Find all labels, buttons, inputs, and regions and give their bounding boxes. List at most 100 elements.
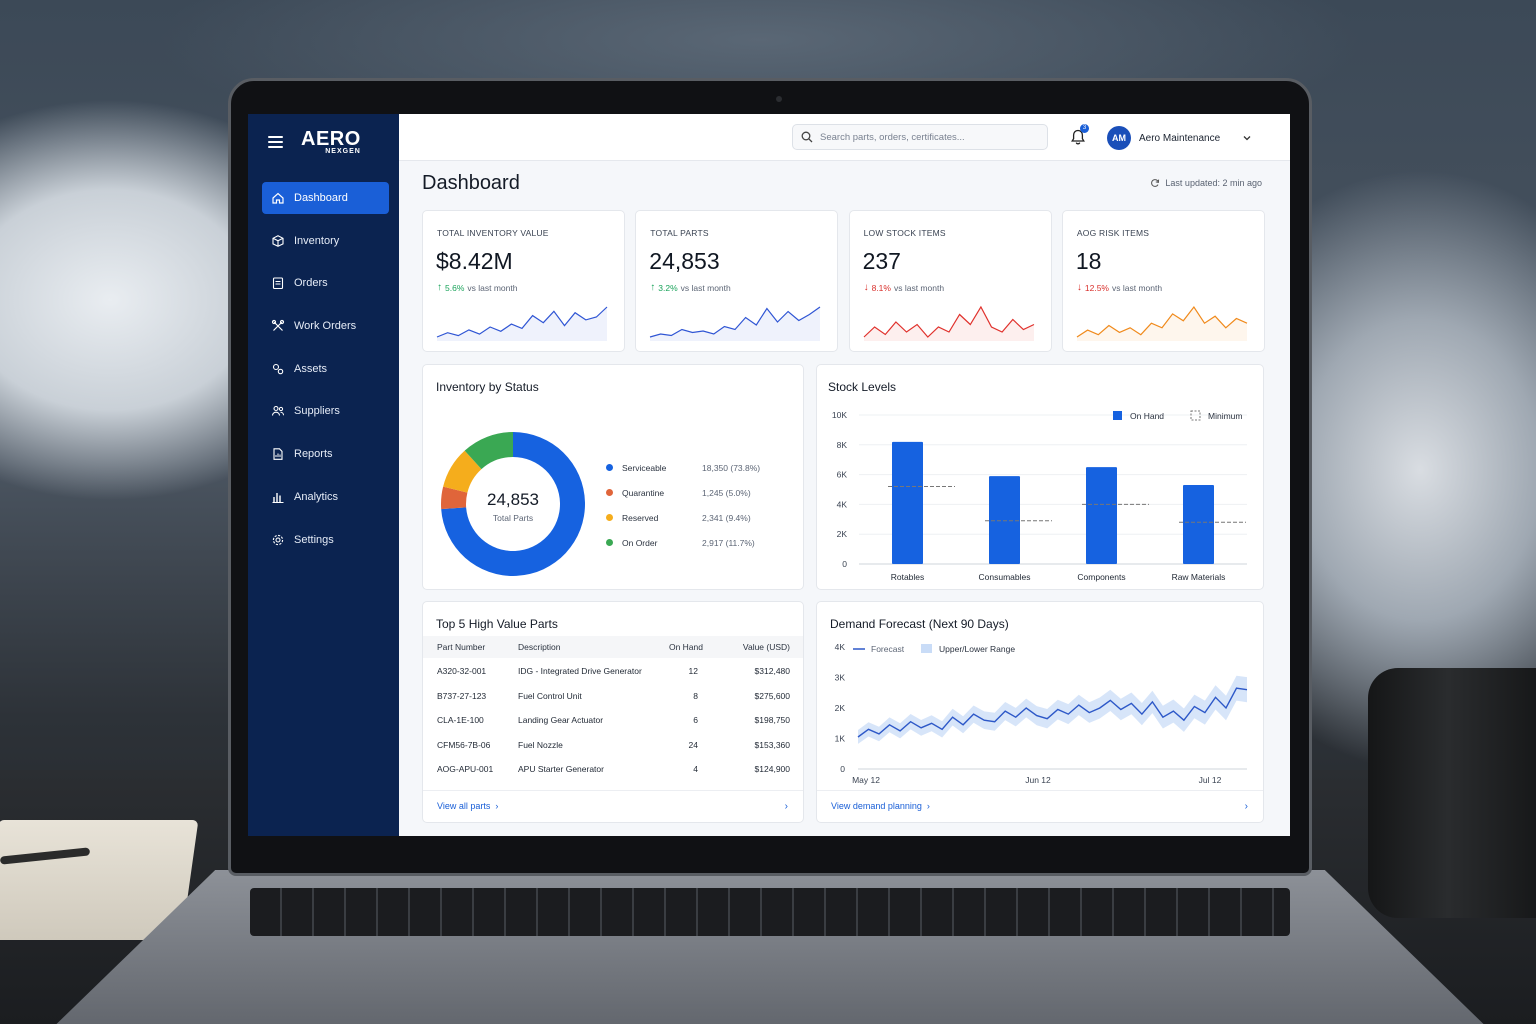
cell-value: $198,750	[754, 715, 790, 726]
legend-minimum[interactable]: Minimum	[1208, 411, 1242, 421]
sidebar-item-analytics[interactable]: Analytics	[262, 481, 389, 513]
forecast-line[interactable]	[857, 687, 1248, 738]
sidebar-item-reports[interactable]: Reports	[262, 438, 389, 470]
main-content: 3 AM Aero Maintenance Dashboard Last upd…	[399, 114, 1290, 836]
sidebar-item-inventory[interactable]: Inventory	[262, 225, 389, 257]
bar-on-hand-raw-materials[interactable]	[1183, 485, 1214, 564]
legend-dot	[606, 514, 613, 521]
header-description[interactable]: Description	[518, 642, 561, 652]
x-tick-label: May 12	[852, 775, 880, 785]
cell-on-hand: 8	[693, 690, 698, 701]
view-all-parts-link[interactable]: View all parts ›	[437, 801, 499, 811]
kpi-card[interactable]: TOTAL INVENTORY VALUE $8.42M ↑ 5.6% vs last …	[422, 210, 625, 352]
bar-chart-icon	[271, 490, 285, 504]
cell-on-hand: 24	[688, 739, 698, 750]
kpi-delta: ↑ 3.2% vs last month	[650, 282, 730, 293]
header-on-hand[interactable]: On Hand	[668, 642, 703, 652]
sidebar-item-suppliers[interactable]: Suppliers	[262, 395, 389, 427]
cell-on-hand: 4	[693, 764, 698, 775]
table-row[interactable]: CLA-1E-100 Landing Gear Actuator 6 $198,750	[423, 708, 803, 733]
bar-on-hand-consumables[interactable]	[989, 476, 1020, 564]
cell-value: $153,360	[754, 739, 790, 750]
users-icon	[271, 404, 285, 418]
search-box[interactable]	[792, 124, 1048, 150]
kpi-delta-caption: vs last month	[893, 282, 945, 293]
donut-slice-reserved[interactable]	[443, 450, 482, 493]
cell-description: IDG - Integrated Drive Generator	[518, 666, 642, 676]
kpi-card[interactable]: AOG RISK ITEMS 18 ↓ 12.5% vs last month	[1061, 210, 1265, 352]
view-demand-planning-link[interactable]: View demand planning ›	[831, 801, 930, 811]
report-icon	[271, 447, 285, 461]
x-category-label: Raw Materials	[1172, 572, 1226, 582]
sidebar-item-dashboard[interactable]: Dashboard	[262, 182, 389, 214]
bar-on-hand-components[interactable]	[1086, 467, 1117, 564]
hamburger-menu-icon[interactable]	[268, 136, 283, 148]
trend-arrow-icon: ↑	[650, 282, 656, 293]
legend-value: 2,917 (11.7%)	[702, 537, 755, 548]
notifications-button[interactable]: 3	[1069, 124, 1089, 146]
table-row[interactable]: CFM56-7B-06 Fuel Nozzle 24 $153,360	[423, 733, 803, 758]
donut-slice-quarantine[interactable]	[441, 486, 468, 510]
chevron-right-icon[interactable]: ›	[784, 801, 788, 812]
donut-slice-on-order[interactable]	[464, 432, 513, 470]
sidebar-item-assets[interactable]: Assets	[262, 353, 389, 385]
x-tick-label: Jun 12	[1025, 775, 1051, 785]
legend-forecast[interactable]: Forecast	[871, 644, 905, 654]
bar-on-hand-rotables[interactable]	[892, 441, 923, 564]
cell-on-hand: 12	[688, 666, 698, 676]
kpi-delta-percent: 5.6%	[445, 282, 465, 293]
refresh-icon[interactable]	[1150, 178, 1160, 188]
page-title: Dashboard	[422, 172, 520, 194]
legend-value: 2,341 (9.4%)	[702, 512, 751, 523]
brand: AERO NEXGEN	[248, 118, 399, 166]
chevron-right-icon[interactable]: ›	[1244, 801, 1248, 812]
stock-levels-title: Stock Levels	[828, 380, 897, 394]
cell-value: $275,600	[754, 690, 790, 701]
legend-name: Quarantine	[622, 487, 665, 498]
kpi-label: TOTAL INVENTORY VALUE	[437, 228, 549, 238]
legend-dot	[606, 489, 613, 496]
app-window: AERO NEXGEN Dashboard Inventory Orders Work…	[248, 114, 1290, 836]
table-row[interactable]: A320-32-001 IDG - Integrated Drive Genera…	[423, 659, 803, 684]
kpi-label: LOW STOCK ITEMS	[863, 228, 946, 238]
kpi-sparkline	[1076, 305, 1248, 341]
donut-total-value: 24,853	[487, 490, 539, 509]
sidebar-item-work-orders[interactable]: Work Orders	[262, 310, 389, 342]
y-tick-label: 4K	[835, 642, 846, 652]
inventory-donut-chart[interactable]	[438, 429, 588, 579]
box-icon	[271, 234, 285, 248]
legend-range[interactable]: Upper/Lower Range	[939, 644, 1015, 654]
legend-item[interactable]: Quarantine 1,245 (5.0%)	[606, 480, 760, 505]
user-menu[interactable]: AM Aero Maintenance	[1107, 126, 1252, 150]
sidebar-item-label: Work Orders	[294, 320, 357, 333]
legend-item[interactable]: Serviceable 18,350 (73.8%)	[606, 455, 760, 480]
sparkline-area	[650, 307, 821, 341]
x-category-label: Consumables	[979, 572, 1031, 582]
legend-item[interactable]: On Order 2,917 (11.7%)	[606, 530, 760, 555]
logo[interactable]: AERO NEXGEN	[301, 129, 361, 155]
kpi-label: AOG RISK ITEMS	[1076, 228, 1150, 238]
legend-value: 1,245 (5.0%)	[702, 487, 751, 498]
table-row[interactable]: AOG-APU-001 APU Starter Generator 4 $124,90…	[423, 757, 803, 782]
last-updated: Last updated: 2 min ago	[1150, 178, 1262, 188]
header-part-number[interactable]: Part Number	[437, 642, 486, 652]
kpi-value: $8.42M	[436, 248, 513, 274]
donut-slice-serviceable[interactable]	[441, 432, 585, 576]
y-tick-label: 6K	[837, 470, 848, 480]
table-row[interactable]: B737-27-123 Fuel Control Unit 8 $275,600	[423, 684, 803, 709]
legend-on-hand[interactable]: On Hand	[1130, 411, 1164, 421]
y-tick-label: 1K	[835, 734, 846, 744]
y-tick-label: 2K	[837, 529, 848, 539]
search-input[interactable]	[820, 131, 1040, 143]
header-value[interactable]: Value (USD)	[742, 642, 790, 652]
kpi-delta-caption: vs last month	[1112, 282, 1163, 293]
kpi-card[interactable]: LOW STOCK ITEMS 237 ↓ 8.1% vs last month	[848, 210, 1052, 352]
sidebar-item-orders[interactable]: Orders	[262, 267, 389, 299]
sidebar-item-settings[interactable]: Settings	[262, 524, 389, 556]
legend-item[interactable]: Reserved 2,341 (9.4%)	[606, 505, 760, 530]
y-tick-label: 3K	[835, 673, 846, 683]
status-legend: Serviceable 18,350 (73.8%) Quarantine 1,245…	[606, 455, 760, 555]
view-demand-planning-label: View demand planning	[831, 801, 922, 811]
y-tick-label: 10K	[832, 410, 847, 420]
kpi-card[interactable]: TOTAL PARTS 24,853 ↑ 3.2% vs last month	[635, 210, 839, 352]
